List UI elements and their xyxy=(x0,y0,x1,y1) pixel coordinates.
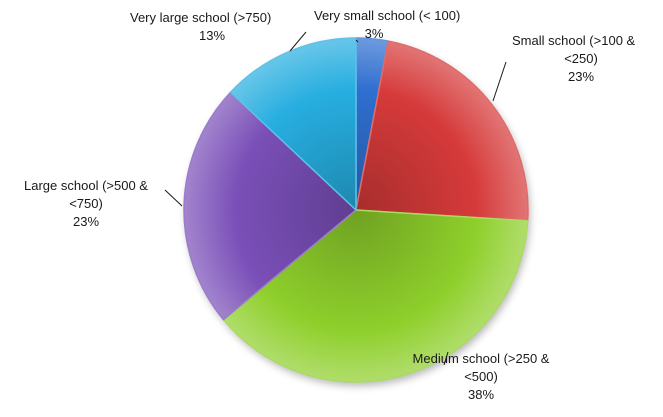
slice-label-3: Medium school (>250 & xyxy=(413,351,550,366)
slice-label-3: <500) xyxy=(464,369,498,384)
pie-slice-3 xyxy=(222,209,529,383)
slice-label-4: <750) xyxy=(69,196,103,211)
pie-slice-5 xyxy=(229,37,357,211)
slice-percent-2: 23% xyxy=(568,69,594,84)
slice-label-2: Small school (>100 & xyxy=(512,33,636,48)
slice-percent-5: 13% xyxy=(199,28,225,43)
slice-label-5: Very large school (>750) xyxy=(130,10,271,25)
slice-percent-3: 38% xyxy=(468,387,494,402)
leader-line-5 xyxy=(289,31,307,52)
slice-label-1: Very small school (< 100) xyxy=(314,8,460,23)
leader-line-3 xyxy=(443,351,449,366)
slice-percent-4: 23% xyxy=(73,214,99,229)
slice-percent-1: 3% xyxy=(365,26,384,41)
leader-line-1 xyxy=(355,39,359,43)
pie-slice-4 xyxy=(183,91,357,321)
pie-slice-2 xyxy=(355,40,529,222)
slice-label-2: <250) xyxy=(564,51,598,66)
leader-line-4 xyxy=(164,189,183,207)
slice-label-4: Large school (>500 & xyxy=(24,178,148,193)
leader-line-2 xyxy=(492,61,507,102)
